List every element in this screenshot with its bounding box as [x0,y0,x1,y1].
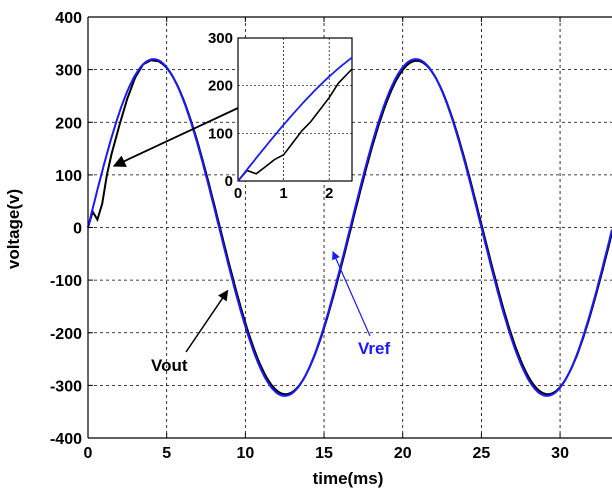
series-line-vref [87,58,612,397]
main-axes: 0 5 10 15 20 25 304003002001000-100-200-300-40… [50,10,612,462]
y-tick-label: -400 [50,431,82,448]
annotation-vout-label: Vout [151,356,188,375]
inset-y-tick-label: 300 [208,30,233,47]
x-tick-label: 10 [236,445,254,462]
x-tick-label: 30 [551,445,569,462]
annotation-vout-arrow [185,289,229,353]
y-tick-label: -200 [50,326,82,343]
main-series [87,58,612,397]
y-tick-label: 300 [55,63,82,80]
y-tick-label: 0 [73,221,82,238]
x-tick-label: 5 [162,445,171,462]
inset-y-tick-label: 0 [225,173,233,190]
inset-series-line-vout [237,68,353,182]
y-tick-label: 100 [55,168,82,185]
inset-x-tick-label: 2 [325,185,333,202]
x-tick-label: 25 [472,445,490,462]
inset-y-tick-label: 100 [208,125,233,142]
inset-x-tick-label: 1 [279,185,287,202]
inset-series-line-vref [237,56,353,182]
x-tick-label: 15 [315,445,333,462]
y-tick-label: -300 [50,378,82,395]
annotation-vref-arrow [332,251,371,337]
x-axis-label: time(ms) [313,469,384,488]
inset-pointer-arrow [112,107,239,167]
x-tick-label: 20 [394,445,412,462]
y-tick-label: -100 [50,273,82,290]
x-tick-label: 0 [84,445,93,462]
annotation-vref-label: Vref [358,339,390,358]
annotations: Vout Vref [112,107,390,375]
inset-chart: 0 1 2 300 200 100 0 [208,30,353,202]
y-axis-label: voltage(v) [4,189,23,269]
inset-y-tick-label: 200 [208,78,233,95]
inset-x-tick-label: 0 [234,185,242,202]
y-tick-label: 400 [55,10,82,27]
y-tick-label: 200 [55,115,82,132]
